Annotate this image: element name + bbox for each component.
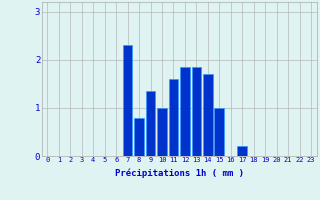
Bar (203, 74, 213, 156)
Bar (214, 108, 224, 156)
Bar (123, 45, 132, 156)
Bar (157, 108, 167, 156)
X-axis label: Précipitations 1h ( mm ): Précipitations 1h ( mm ) (115, 169, 244, 178)
Bar (146, 91, 156, 156)
Bar (192, 67, 201, 156)
Bar (169, 79, 178, 156)
Bar (237, 146, 247, 156)
Bar (180, 67, 190, 156)
Bar (134, 117, 144, 156)
